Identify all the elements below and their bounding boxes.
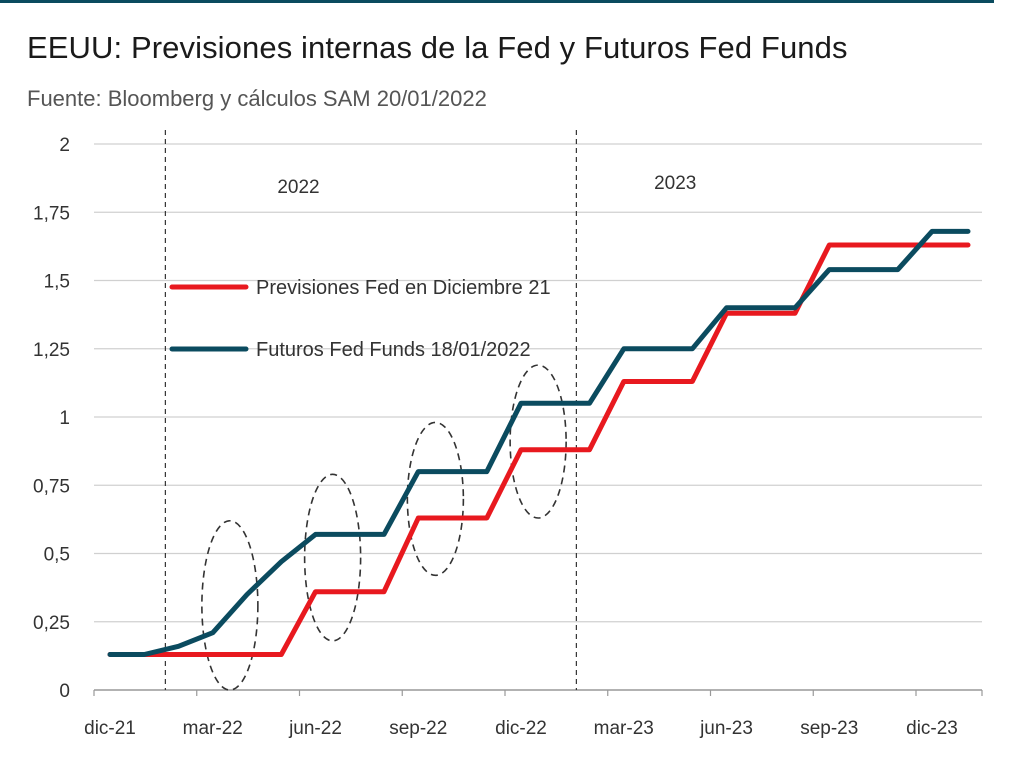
y-tick-label: 1 — [59, 408, 70, 429]
highlight-ellipse — [201, 519, 259, 691]
period-label: 2023 — [654, 173, 696, 194]
x-axis — [93, 689, 983, 696]
highlight-ellipse — [406, 421, 465, 577]
y-tick-label: 1,25 — [33, 340, 70, 361]
x-tick-label: sep-22 — [389, 718, 447, 739]
series-lines — [107, 228, 971, 657]
chart-title: EEUU: Previsiones internas de la Fed y F… — [27, 30, 848, 65]
y-tick-label: 1,5 — [44, 272, 70, 293]
series-line-fed-forecast — [107, 242, 971, 657]
legend: Previsiones Fed en Diciembre 21 Futuros F… — [169, 277, 551, 361]
x-tick-label: mar-23 — [594, 718, 654, 739]
highlight-ellipses — [201, 364, 567, 691]
y-tick-label: 1,75 — [33, 203, 70, 224]
x-tick-label: dic-23 — [906, 718, 958, 739]
x-tick-label: sep-23 — [800, 718, 858, 739]
y-axis-labels: 0 0,25 0,5 0,75 1 1,25 1,5 1,75 2 — [33, 135, 70, 702]
highlight-ellipse — [509, 364, 567, 519]
x-tick-label: dic-21 — [84, 718, 136, 739]
period-label: 2022 — [277, 177, 319, 198]
y-tick-label: 0 — [59, 681, 70, 702]
chart-subtitle: Fuente: Bloomberg y cálculos SAM 20/01/2… — [27, 86, 487, 111]
x-axis-labels: dic-21 mar-22 jun-22 sep-22 dic-22 mar-23 jun-… — [84, 718, 958, 739]
x-tick-label: jun-22 — [288, 718, 342, 739]
legend-label: Futuros Fed Funds 18/01/2022 — [256, 339, 531, 361]
legend-label: Previsiones Fed en Diciembre 21 — [256, 277, 551, 299]
x-tick-label: dic-22 — [495, 718, 547, 739]
highlight-ellipse — [303, 473, 362, 642]
y-tick-label: 0,5 — [44, 545, 70, 566]
period-dividers — [164, 130, 577, 690]
x-tick-label: mar-22 — [183, 718, 243, 739]
y-tick-label: 0,25 — [33, 613, 70, 634]
period-labels: 2022 2023 — [277, 173, 696, 198]
gridlines — [94, 143, 982, 623]
x-tick-label: jun-23 — [699, 718, 753, 739]
series-line-fed-funds-futures — [107, 228, 971, 657]
y-tick-label: 0,75 — [33, 476, 70, 497]
top-rule — [0, 0, 994, 3]
y-tick-label: 2 — [59, 135, 70, 156]
